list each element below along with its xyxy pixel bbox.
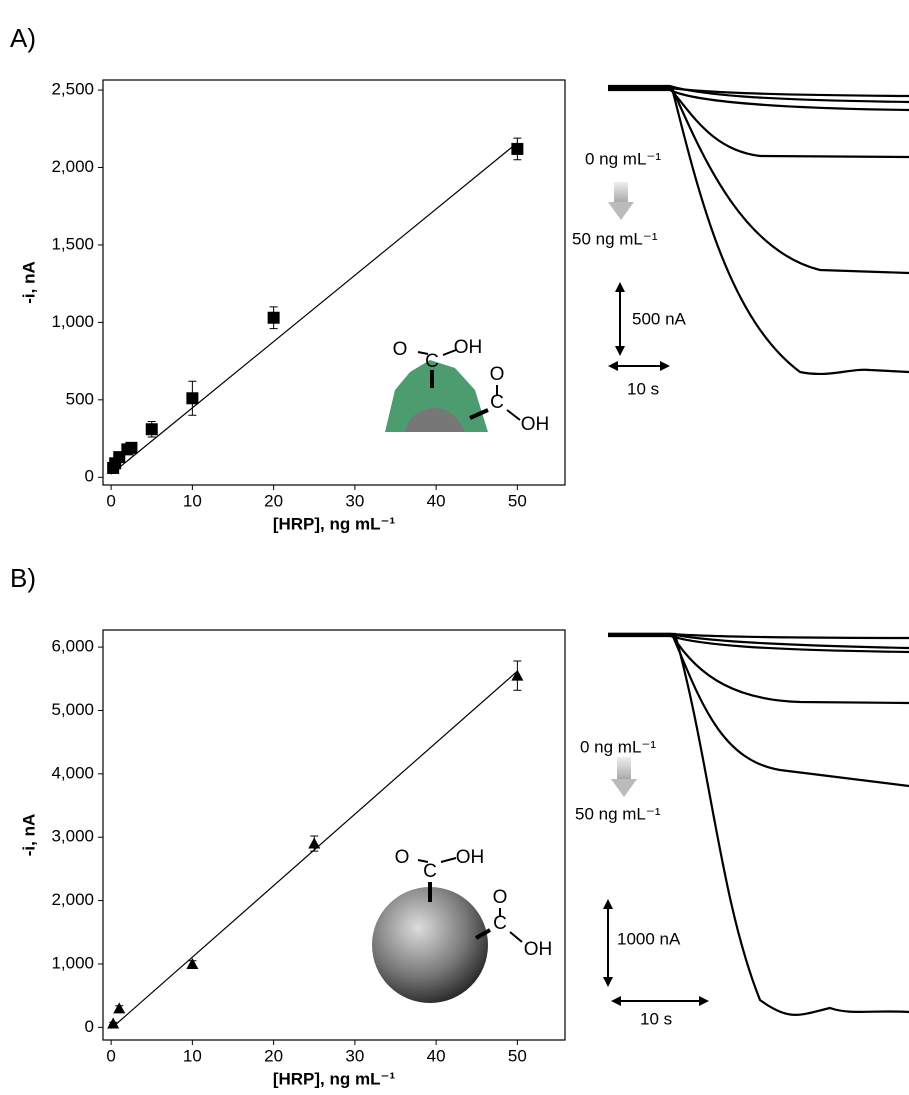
y-tick-label: 5,000 [51, 700, 94, 719]
point [145, 423, 158, 436]
x-tick-label: 30 [345, 1046, 364, 1065]
y-tick-label: 1,500 [51, 234, 94, 253]
y-tick-label: 6,000 [51, 637, 94, 656]
point [308, 837, 321, 849]
y-axis-title: -i, nA [19, 261, 38, 304]
x-tick-label: 40 [427, 491, 446, 510]
fit-line [110, 142, 518, 475]
atom-label: C [490, 392, 504, 413]
trace-label: 500 nA [632, 309, 687, 328]
atom-label: OH [456, 847, 485, 868]
point [186, 957, 199, 969]
trace-label: 10 s [627, 379, 659, 398]
traces-b [372, 632, 909, 1016]
y-tick-label: 0 [85, 467, 94, 486]
y-tick-label: 500 [66, 389, 94, 408]
trace-label: 0 ng mL⁻¹ [585, 149, 661, 168]
x-tick-label: 10 [183, 1046, 202, 1065]
y-tick-label: 1,000 [51, 312, 94, 331]
point [267, 311, 280, 324]
point [186, 392, 199, 405]
x-tick-label: 30 [345, 491, 364, 510]
y-tick-label: 3,000 [51, 827, 94, 846]
y-tick-label: 0 [85, 1017, 94, 1036]
trace-label: 0 ng mL⁻¹ [580, 737, 656, 756]
y-tick-label: 2,000 [51, 890, 94, 909]
x-tick-label: 10 [183, 491, 202, 510]
atom-label: O [395, 847, 410, 868]
atom-label: OH [521, 414, 550, 435]
x-tick-label: 0 [106, 491, 115, 510]
y-tick-label: 2,500 [51, 80, 94, 99]
point [511, 669, 524, 681]
x-tick-label: 50 [508, 1046, 527, 1065]
panel-label: A) [10, 23, 36, 53]
x-tick-label: 50 [508, 491, 527, 510]
y-axis-title: -i, nA [19, 814, 38, 857]
y-tick-label: 1,000 [51, 953, 94, 972]
trace-label: 1000 nA [617, 929, 681, 948]
atom-label: C [493, 913, 507, 934]
trace-label: 10 s [640, 1009, 672, 1028]
x-tick-label: 0 [106, 1046, 115, 1065]
panel-label: B) [10, 563, 36, 593]
point [107, 1017, 120, 1029]
atom-label: OH [454, 337, 483, 358]
trace-label: 50 ng mL⁻¹ [572, 229, 658, 248]
atom-label: C [425, 351, 439, 372]
plot-frame [102, 629, 566, 1041]
point [113, 1002, 126, 1014]
y-tick-label: 4,000 [51, 763, 94, 782]
point [511, 142, 524, 155]
atom-label: O [490, 364, 505, 385]
atom-label: OH [524, 939, 553, 960]
traces-a [385, 84, 909, 432]
point [125, 441, 138, 454]
y-tick-label: 2,000 [51, 157, 94, 176]
x-tick-label: 40 [427, 1046, 446, 1065]
x-tick-label: 20 [264, 1046, 283, 1065]
x-axis-title: [HRP], ng mL⁻¹ [273, 1069, 396, 1088]
x-axis-title: [HRP], ng mL⁻¹ [273, 514, 396, 533]
plot-frame [102, 79, 566, 486]
atom-label: O [493, 887, 508, 908]
trace-label: 50 ng mL⁻¹ [575, 804, 661, 823]
atom-label: O [393, 339, 408, 360]
x-tick-label: 20 [264, 491, 283, 510]
atom-label: C [423, 861, 437, 882]
